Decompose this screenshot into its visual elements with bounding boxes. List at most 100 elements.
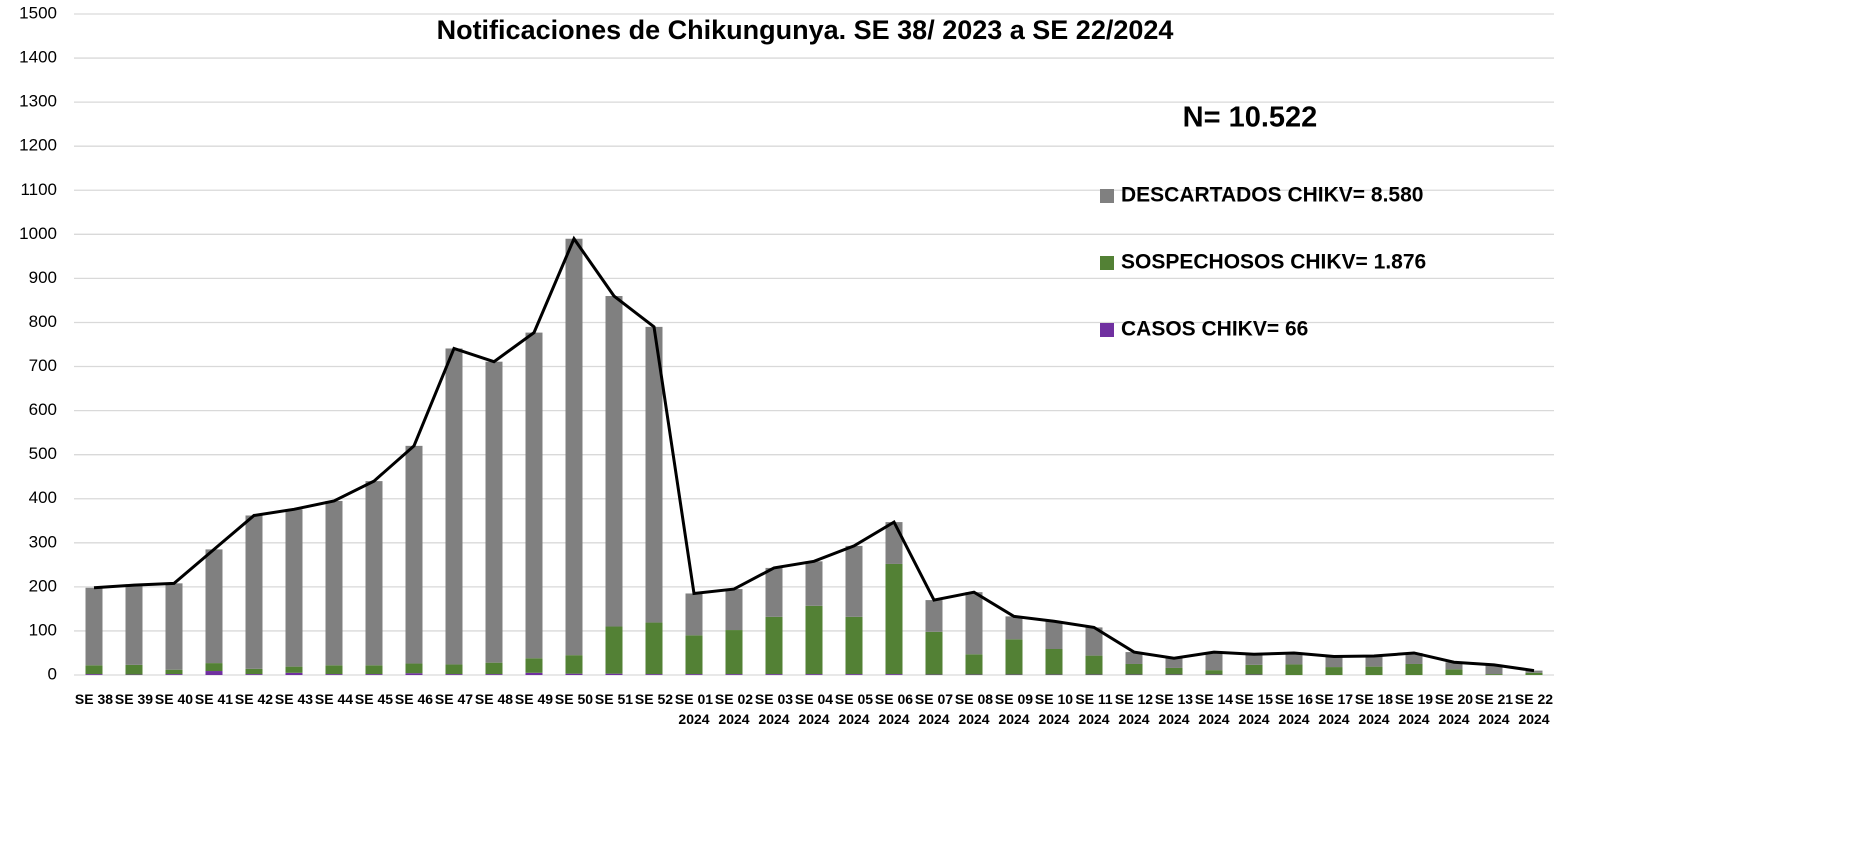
x-tick-label: SE 39 [114, 691, 154, 707]
x-tick-label: SE 10 2024 [1034, 691, 1074, 727]
bar-segment [965, 592, 983, 655]
bar-segment [1445, 662, 1463, 670]
bar-segment [365, 665, 383, 675]
y-tick-label: 1200 [19, 136, 57, 155]
bar-segment [525, 658, 543, 673]
legend-label: SOSPECHOSOS CHIKV= 1.876 [1121, 251, 1426, 274]
legend-label: DESCARTADOS CHIKV= 8.580 [1121, 184, 1423, 207]
x-tick-label: SE 48 [474, 691, 514, 707]
x-tick-label: SE 12 2024 [1114, 691, 1154, 727]
y-tick-label: 1100 [20, 180, 57, 199]
bar-segment [405, 445, 423, 664]
y-tick-label: 600 [29, 400, 57, 419]
x-tick-label: SE 41 [194, 691, 234, 707]
bar-segment [285, 672, 303, 675]
bar-segment [485, 662, 503, 675]
bar-segment [645, 622, 663, 675]
x-tick-label: SE 02 2024 [714, 691, 754, 727]
y-tick-label: 200 [29, 576, 57, 595]
x-tick-label: SE 21 2024 [1474, 691, 1514, 727]
bar-segment [125, 664, 143, 675]
x-tick-label: SE 14 2024 [1194, 691, 1234, 727]
x-tick-label: SE 52 [634, 691, 674, 707]
bar-segment [645, 674, 663, 675]
bar-segment [845, 674, 863, 675]
bar-segment [885, 522, 903, 564]
x-tick-label: SE 11 2024 [1075, 691, 1113, 727]
x-tick-label: SE 08 2024 [954, 691, 994, 727]
y-tick-label: 900 [29, 268, 57, 287]
bar-segment [1165, 667, 1183, 675]
x-tick-label: SE 17 2024 [1314, 691, 1354, 727]
x-tick-label: SE 01 2024 [674, 691, 714, 727]
bar-segment [1485, 674, 1503, 675]
y-tick-label: 1000 [19, 224, 57, 243]
x-tick-label: SE 22 2024 [1514, 691, 1554, 727]
bar-segment [1405, 652, 1423, 664]
bar-segment [325, 665, 343, 675]
bar-segment [885, 563, 903, 675]
x-tick-label: SE 49 [514, 691, 554, 707]
y-tick-label: 500 [29, 444, 57, 463]
bar-segment [965, 654, 983, 675]
x-tick-label: SE 09 2024 [994, 691, 1034, 727]
bar-segment [1085, 627, 1103, 656]
bar-segment [85, 674, 103, 675]
bar-segment [445, 664, 463, 675]
x-tick-label: SE 51 [594, 691, 634, 707]
legend-label: CASOS CHIKV= 66 [1121, 318, 1308, 341]
bar-segment [85, 665, 103, 675]
bar-segment [1205, 670, 1223, 675]
annotation: N= 10.522 [1183, 102, 1318, 134]
x-tick-label: SE 19 2024 [1394, 691, 1434, 727]
bar-segment [725, 630, 743, 675]
bar-segment [325, 674, 343, 675]
bar-segment [565, 238, 583, 656]
bar-segment [885, 674, 903, 675]
bar-segment [805, 674, 823, 675]
x-tick-label: SE 42 [234, 691, 274, 707]
y-tick-label: 800 [29, 312, 57, 331]
bar-segment [1245, 654, 1263, 665]
x-tick-label: SE 20 2024 [1434, 691, 1474, 727]
bar-segment [1525, 672, 1543, 675]
bar-segment [1445, 669, 1463, 675]
x-tick-label: SE 03 2024 [754, 691, 794, 727]
bar-segment [925, 600, 943, 632]
bar-segment [765, 674, 783, 675]
x-tick-label: SE 13 2024 [1154, 691, 1194, 727]
x-tick-label: SE 43 [274, 691, 314, 707]
x-tick-label: SE 04 2024 [794, 691, 834, 727]
x-tick-label: SE 05 2024 [834, 691, 874, 727]
chart-title: Notificaciones de Chikungunya. SE 38/ 20… [437, 15, 1174, 45]
bar-segment [205, 549, 223, 664]
bar-segment [1005, 639, 1023, 675]
bar-segment [525, 332, 543, 659]
y-tick-label: 700 [29, 356, 57, 375]
bar-segment [205, 663, 223, 672]
bar-segment [765, 567, 783, 617]
bar-segment [1525, 670, 1543, 673]
bar-segment [605, 673, 623, 675]
bar-segment [565, 655, 583, 674]
y-tick-label: 100 [29, 620, 57, 639]
bar-segment [1245, 664, 1263, 675]
bar-segment [725, 674, 743, 675]
x-tick-label: SE 06 2024 [874, 691, 914, 727]
x-tick-label: SE 16 2024 [1274, 691, 1314, 727]
bar-segment [325, 500, 343, 666]
bar-segment [365, 481, 383, 666]
bar-segment [285, 666, 303, 673]
bar-segment [805, 561, 823, 606]
bar-segment [245, 515, 263, 669]
bar-segment [565, 673, 583, 675]
bar-segment [925, 631, 943, 675]
x-tick-label: SE 07 2024 [914, 691, 954, 727]
y-tick-label: 1400 [19, 48, 57, 67]
bar-segment [405, 673, 423, 675]
legend-swatch [1100, 256, 1114, 270]
bar-segment [765, 616, 783, 675]
x-tick-label: SE 40 [154, 691, 194, 707]
